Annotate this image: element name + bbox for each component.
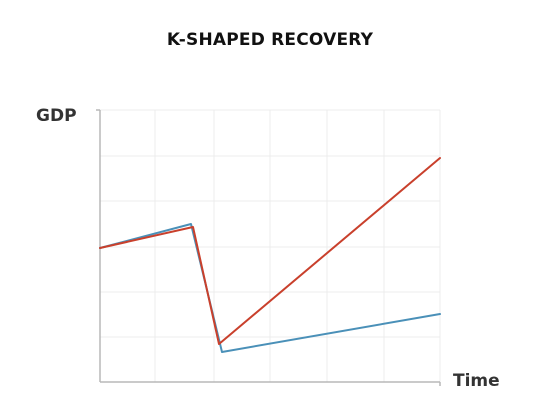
y-axis-label: GDP xyxy=(36,106,77,126)
chart-title: K-SHAPED RECOVERY xyxy=(166,30,374,50)
grid xyxy=(99,109,441,382)
series-line-upper xyxy=(99,157,441,345)
series-group xyxy=(99,157,441,353)
x-axis-label: Time xyxy=(453,371,500,391)
axes xyxy=(96,109,441,386)
